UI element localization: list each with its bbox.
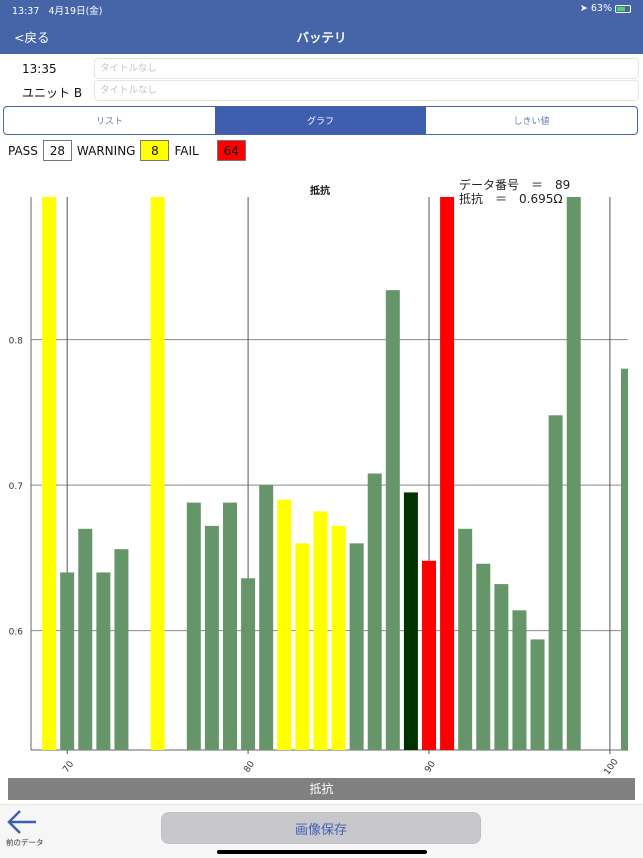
pass-label: PASS [8, 143, 38, 158]
x-tick-label: 80 [242, 759, 257, 774]
navigation-bar: 13:37 4月19日(金) ➤ 63% <戻る バッテリ [0, 0, 643, 54]
bar-70[interactable] [60, 572, 75, 750]
view-segmented-control: リスト グラフ しきい値 [3, 106, 638, 135]
bar-85[interactable] [331, 525, 346, 750]
status-right: ➤ 63% [580, 3, 631, 14]
bar-98[interactable] [566, 197, 581, 750]
bar-78[interactable] [204, 525, 219, 750]
bar-69[interactable] [42, 197, 57, 750]
bar-87[interactable] [367, 473, 382, 751]
bar-88[interactable] [385, 290, 400, 750]
bar-94[interactable] [494, 584, 509, 750]
bar-80[interactable] [241, 578, 256, 750]
bar-82[interactable] [277, 499, 292, 750]
fail-label: FAIL [174, 143, 199, 158]
bar-92[interactable] [458, 528, 473, 750]
tab-list[interactable]: リスト [95, 117, 123, 127]
unit-label: ユニット B [22, 86, 83, 100]
bar-79[interactable] [223, 502, 237, 750]
bar-97[interactable] [548, 415, 563, 750]
bar-93[interactable] [476, 563, 491, 750]
bar-73[interactable] [114, 549, 129, 750]
x-axis-title: 抵抗 [8, 778, 635, 800]
bar-75[interactable] [150, 197, 165, 750]
readout-value: 抵抗 ＝ 0.695Ω [459, 192, 563, 206]
bar-84[interactable] [313, 511, 328, 750]
bottom-toolbar: 前のデータ 画像保存 [0, 804, 643, 858]
warning-count: 8 [140, 140, 170, 161]
warning-label: WARNING [76, 143, 136, 158]
bar-90[interactable] [422, 560, 436, 750]
bar-72[interactable] [96, 572, 111, 750]
y-tick-label: 0.8 [9, 337, 24, 347]
time-label: 13:35 [22, 62, 57, 76]
resistance-bar-chart[interactable]: 抵抗 0.6 0.7 0.8 70 80 90 100 [0, 170, 643, 778]
bar-96[interactable] [530, 639, 545, 750]
bar-89[interactable] [403, 492, 418, 750]
previous-data-label: 前のデータ [6, 838, 44, 847]
bar-77[interactable] [186, 502, 201, 750]
battery-percent: 63% [590, 3, 612, 14]
result-counts: PASS 28 WARNING 8 FAIL 64 [8, 140, 251, 161]
save-image-button[interactable]: 画像保存 [161, 812, 481, 844]
page-title: バッテリ [296, 30, 347, 45]
bar-91[interactable] [440, 197, 455, 750]
tab-graph[interactable]: グラフ [215, 107, 426, 134]
bar-83[interactable] [295, 543, 310, 750]
home-indicator [217, 850, 427, 854]
bar-95[interactable] [512, 610, 527, 750]
x-tick-label: 100 [603, 757, 621, 777]
title-input-2[interactable] [94, 80, 639, 101]
back-button[interactable]: <戻る [14, 30, 50, 45]
readout-index: データ番号 ＝ 89 [459, 178, 571, 192]
data-readout: データ番号 ＝ 89 抵抗 ＝ 0.695Ω [459, 178, 570, 206]
tab-threshold[interactable]: しきい値 [513, 117, 550, 127]
x-tick-label: 90 [423, 759, 438, 774]
title-input-1[interactable] [94, 58, 639, 79]
bar-71[interactable] [78, 528, 93, 750]
bar-86[interactable] [349, 543, 364, 750]
pass-count: 28 [42, 140, 72, 161]
chart-title: 抵抗 [310, 184, 330, 197]
fail-count: 64 [216, 140, 246, 161]
y-tick-label: 0.6 [9, 628, 24, 638]
y-tick-label: 0.7 [9, 482, 23, 492]
status-time: 13:37 4月19日(金) [12, 6, 103, 17]
x-tick-label: 70 [61, 759, 76, 774]
previous-data-button[interactable]: 前のデータ [6, 809, 44, 848]
battery-icon [615, 4, 631, 13]
arrow-left-icon [7, 810, 36, 834]
bar-81[interactable] [259, 485, 274, 750]
location-icon: ➤ [579, 3, 588, 14]
bar-101[interactable] [621, 368, 635, 750]
